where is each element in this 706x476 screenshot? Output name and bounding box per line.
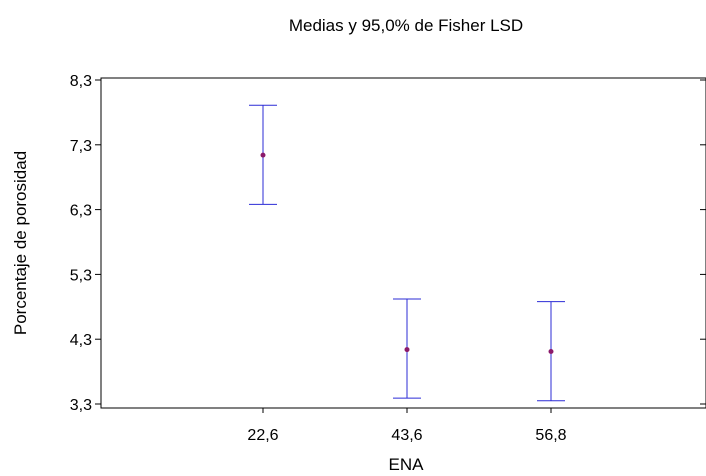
mean-point [260,152,266,158]
y-axis-label: Porcentaje de porosidad [11,151,30,335]
x-tick-label: 56,8 [535,427,566,444]
y-tick-label: 4,3 [70,332,92,349]
y-tick-label: 7,3 [70,138,92,155]
plot-area [100,77,706,409]
y-tick-label: 5,3 [70,267,92,284]
y-tick-label: 3,3 [70,397,92,414]
axis-ticks: 3,3 4,3 5,3 6,3 7,3 8,3 22,6 43,6 56,8 [70,73,706,444]
x-tick-label: 43,6 [391,427,422,444]
mean-point [404,347,410,353]
mean-point [548,349,554,355]
x-tick-label: 22,6 [247,427,278,444]
x-axis-label: ENA [389,455,425,474]
y-tick-label: 8,3 [70,73,92,90]
data-marks [249,104,565,402]
chart-title: Medias y 95,0% de Fisher LSD [289,16,523,35]
y-tick-label: 6,3 [70,203,92,220]
